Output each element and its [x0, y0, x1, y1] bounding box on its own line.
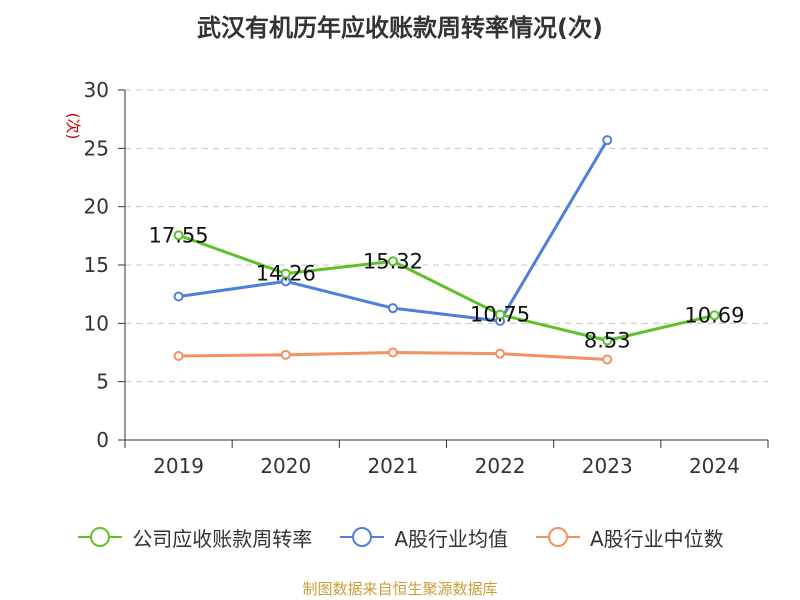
data-point[interactable] — [280, 349, 291, 360]
legend-marker-industry-mean-icon — [340, 527, 385, 547]
data-point[interactable] — [709, 310, 720, 321]
x-tick-label: 2021 — [367, 454, 418, 478]
data-point[interactable] — [602, 335, 613, 346]
legend-label-industry-mean: A股行业均值 — [394, 526, 508, 551]
data-point[interactable] — [387, 303, 398, 314]
x-tick-label: 2024 — [689, 454, 740, 478]
chart-title: 武汉有机历年应收账款周转率情况(次) — [197, 14, 603, 42]
series-line-1 — [178, 139, 609, 323]
data-point[interactable] — [495, 309, 506, 320]
x-tick-label: 2022 — [475, 454, 526, 478]
legend: 公司应收账款周转率 A股行业均值 A股行业中位数 — [0, 520, 800, 554]
data-label: 15.32 — [363, 249, 423, 273]
legend-item-company[interactable]: 公司应收账款周转率 — [76, 523, 312, 552]
legend-label-company: 公司应收账款周转率 — [132, 526, 313, 551]
data-point[interactable] — [495, 348, 506, 359]
data-point[interactable] — [173, 230, 184, 241]
y-axis-label: (次) — [64, 113, 82, 140]
legend-item-industry-median[interactable]: A股行业中位数 — [534, 523, 724, 552]
data-point[interactable] — [387, 347, 398, 358]
data-label: 10.69 — [684, 303, 744, 327]
data-label: 17.55 — [149, 223, 209, 247]
y-tick-label: 15 — [84, 253, 109, 277]
x-tick-label: 2023 — [582, 454, 633, 478]
y-tick-label: 30 — [84, 78, 109, 102]
y-tick-label: 0 — [96, 428, 109, 452]
data-label: 8.53 — [584, 328, 631, 352]
data-label: 14.26 — [256, 262, 316, 286]
source-note: 制图数据来自恒生聚源数据库 — [302, 580, 498, 598]
legend-item-industry-mean[interactable]: A股行业均值 — [338, 523, 508, 552]
legend-marker-industry-median-icon — [536, 527, 580, 547]
data-point[interactable] — [280, 268, 291, 279]
data-point[interactable] — [602, 135, 613, 146]
data-point[interactable] — [602, 354, 613, 365]
data-point[interactable] — [173, 291, 184, 302]
y-tick-label: 20 — [84, 195, 109, 219]
x-tick-label: 2020 — [260, 454, 311, 478]
data-point[interactable] — [387, 256, 398, 267]
y-tick-label: 5 — [96, 370, 109, 394]
x-tick-label: 2019 — [153, 454, 204, 478]
series-line-0 — [178, 233, 715, 342]
legend-label-industry-median: A股行业中位数 — [590, 526, 724, 551]
y-tick-label: 25 — [84, 136, 109, 160]
legend-marker-company-icon — [78, 527, 123, 547]
y-tick-label: 10 — [84, 311, 109, 335]
data-label: 10.75 — [470, 303, 530, 327]
data-point[interactable] — [173, 351, 184, 361]
